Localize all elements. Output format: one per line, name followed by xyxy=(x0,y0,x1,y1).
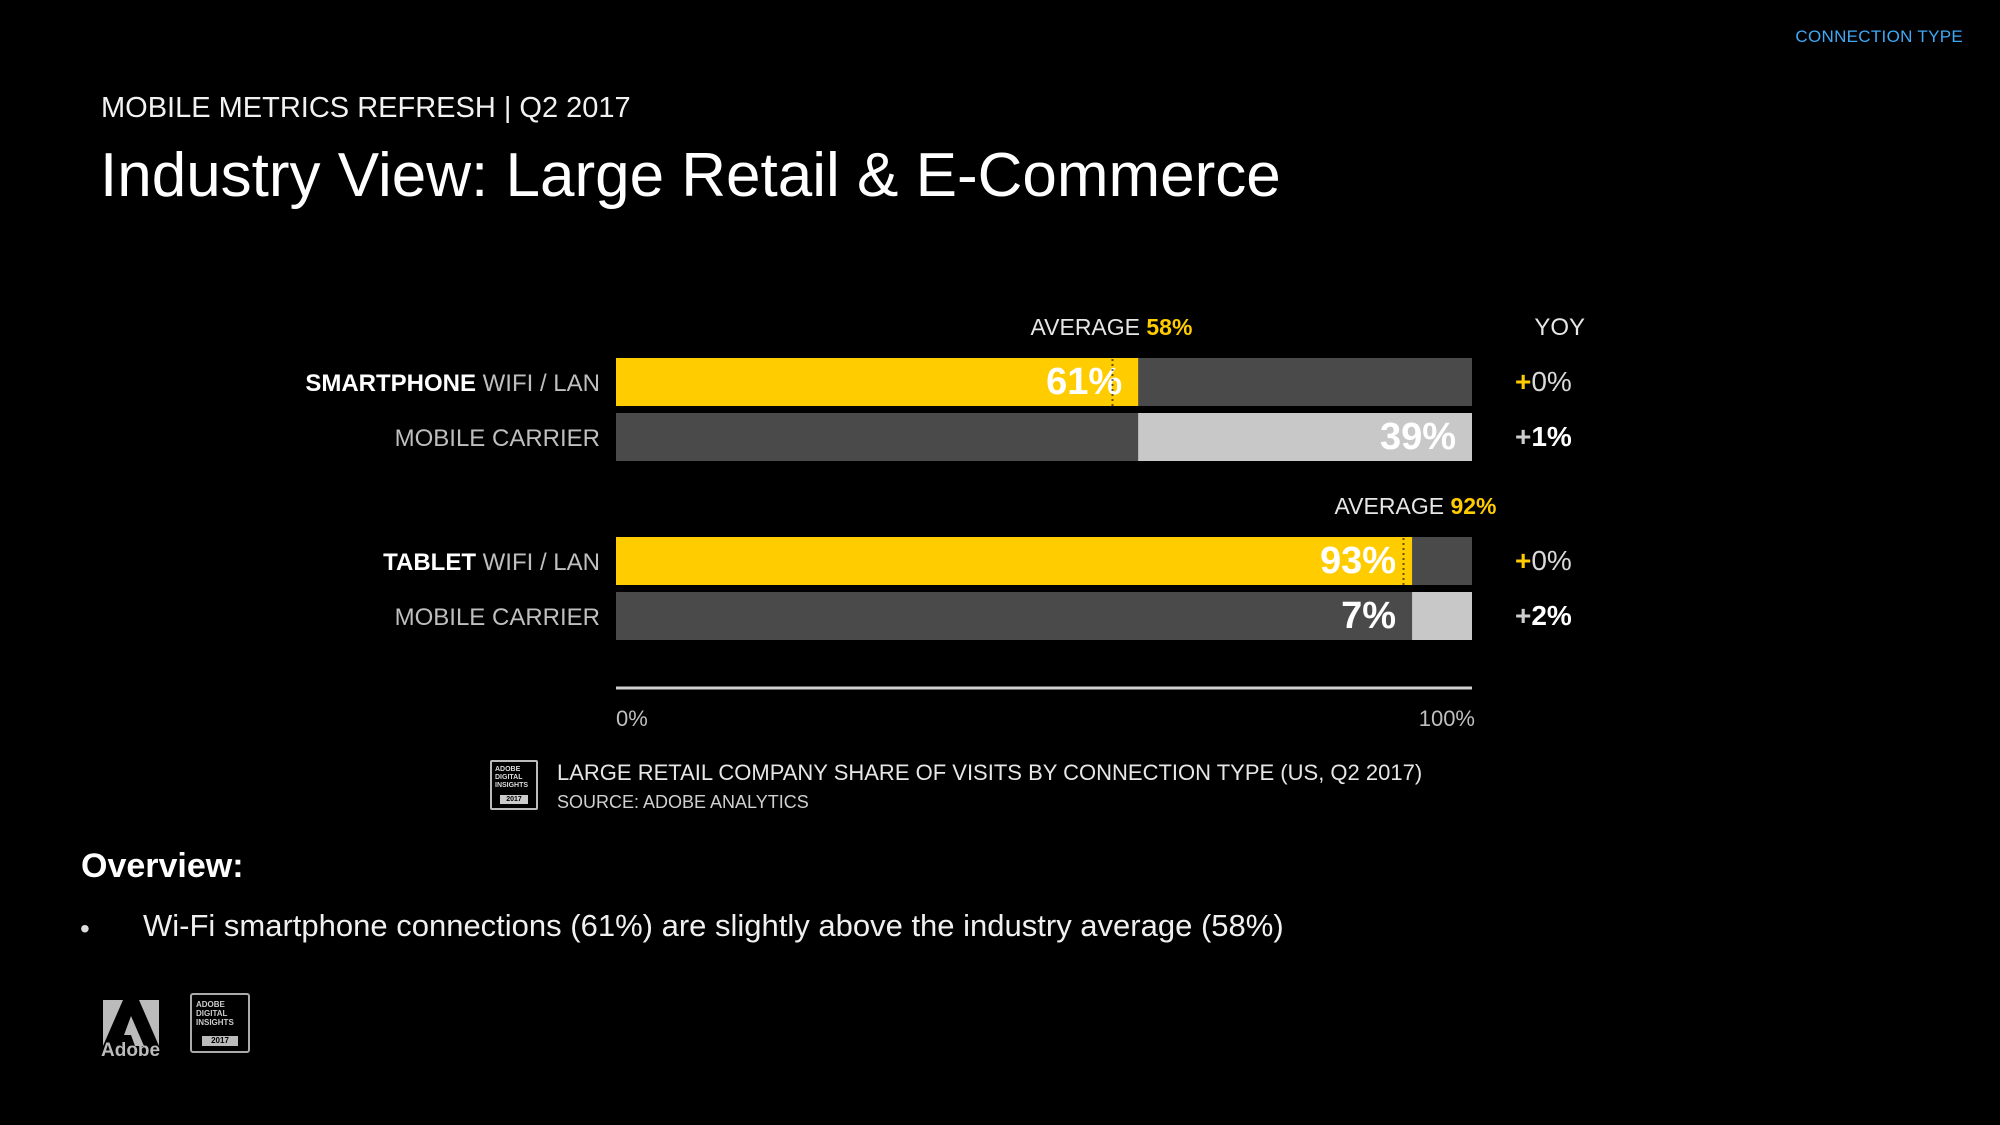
page-title: Industry View: Large Retail & E-Commerce xyxy=(100,141,1281,210)
bar-value-label: 93% xyxy=(1320,540,1396,582)
x-tick-label: 0% xyxy=(616,706,648,731)
yoy-value: +2% xyxy=(1515,600,1572,631)
average-label: AVERAGE 92% xyxy=(1335,493,1497,519)
digital-insights-icon: ADOBE DIGITAL INSIGHTS 2017 xyxy=(490,760,538,810)
average-label: AVERAGE 58% xyxy=(1031,314,1193,340)
adobe-wordmark: Adobe xyxy=(101,1040,161,1061)
yoy-value: +1% xyxy=(1515,421,1572,452)
x-tick-label: 100% xyxy=(1419,706,1475,731)
badge-year: 2017 xyxy=(202,1036,238,1046)
category-label: MOBILE CARRIER xyxy=(395,604,600,631)
source-icon-year: 2017 xyxy=(500,795,528,804)
report-eyebrow: MOBILE METRICS REFRESH | Q2 2017 xyxy=(101,92,631,124)
yoy-value: +0% xyxy=(1515,545,1572,576)
overview-bullet: Wi-Fi smartphone connections (61%) are s… xyxy=(143,908,1284,943)
bar-value-label: 7% xyxy=(1341,595,1396,637)
chart-caption: LARGE RETAIL COMPANY SHARE OF VISITS BY … xyxy=(557,760,1423,785)
category-label: MOBILE CARRIER xyxy=(395,425,600,452)
source-icon-text: ADOBE DIGITAL INSIGHTS xyxy=(495,766,529,789)
category-label: TABLET WIFI / LAN xyxy=(383,549,600,576)
chart-source: SOURCE: ADOBE ANALYTICS xyxy=(557,792,809,812)
bar-value-label: 61% xyxy=(1046,361,1122,403)
category-label: SMARTPHONE WIFI / LAN xyxy=(305,370,600,397)
digital-insights-badge: ADOBE DIGITAL INSIGHTS 2017 xyxy=(190,993,250,1053)
bar-carrier xyxy=(1138,413,1472,461)
bar-track xyxy=(616,592,1472,640)
bar-carrier xyxy=(1412,592,1472,640)
yoy-value: +0% xyxy=(1515,366,1572,397)
bar-wifi xyxy=(616,358,1139,406)
yoy-header: YOY xyxy=(1534,314,1585,341)
bullet-marker: • xyxy=(80,913,90,944)
badge-text: ADOBE DIGITAL INSIGHTS xyxy=(196,1000,234,1027)
bar-wifi xyxy=(616,537,1413,585)
overview-heading: Overview: xyxy=(81,847,244,885)
bar-value-label: 39% xyxy=(1380,416,1456,458)
section-tag: CONNECTION TYPE xyxy=(1795,27,1963,46)
adobe-logo-icon xyxy=(103,1000,159,1046)
